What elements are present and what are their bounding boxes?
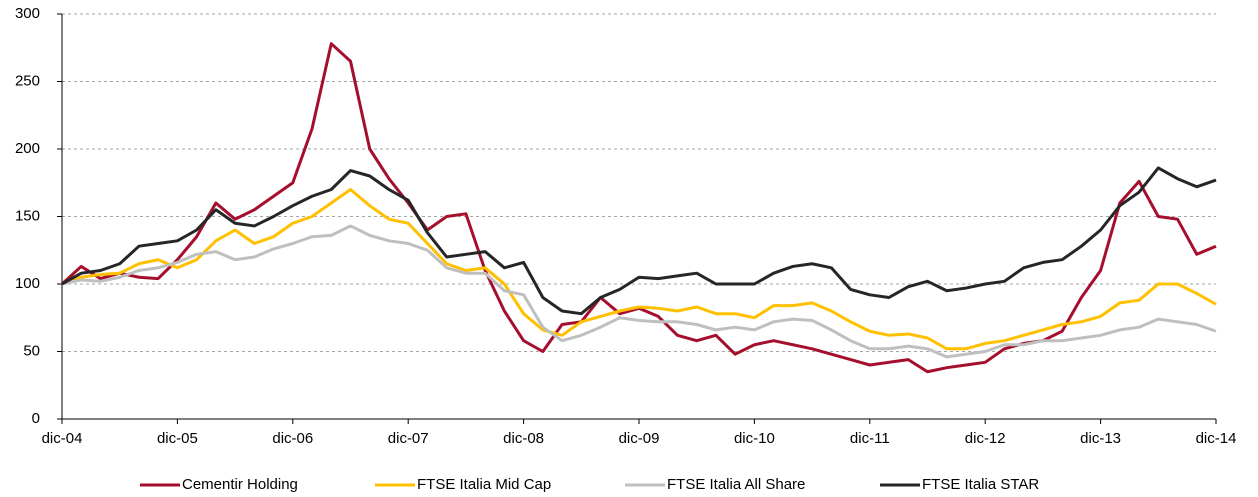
x-tick-label: dic-06 (272, 430, 313, 447)
series-line (61, 188, 1217, 351)
y-tick-label: 100 (15, 275, 40, 292)
x-tick-label: dic-14 (1196, 430, 1237, 447)
x-tick-label: dic-08 (503, 430, 544, 447)
series-line (61, 166, 1217, 316)
x-tick-label: dic-04 (42, 430, 83, 447)
x-tick-label: dic-12 (965, 430, 1006, 447)
x-tick-label: dic-10 (734, 430, 775, 447)
series-line (61, 224, 1217, 359)
x-tick-label: dic-09 (619, 430, 660, 447)
series-line (60, 42, 1217, 374)
y-tick-label: 0 (32, 410, 40, 427)
y-tick-label: 50 (23, 342, 40, 359)
y-tick-label: 150 (15, 207, 40, 224)
y-tick-label: 250 (15, 72, 40, 89)
x-tick-label: dic-07 (388, 430, 429, 447)
x-tick-label: dic-13 (1080, 430, 1121, 447)
x-tick-label: dic-05 (157, 430, 198, 447)
legend-label: FTSE Italia All Share (667, 476, 805, 493)
legend-label: FTSE Italia Mid Cap (417, 476, 551, 493)
legend-label: Cementir Holding (182, 476, 298, 493)
legend-label: FTSE Italia STAR (922, 476, 1039, 493)
y-tick-label: 300 (15, 5, 40, 22)
y-tick-label: 200 (15, 140, 40, 157)
x-tick-label: dic-11 (850, 430, 890, 447)
